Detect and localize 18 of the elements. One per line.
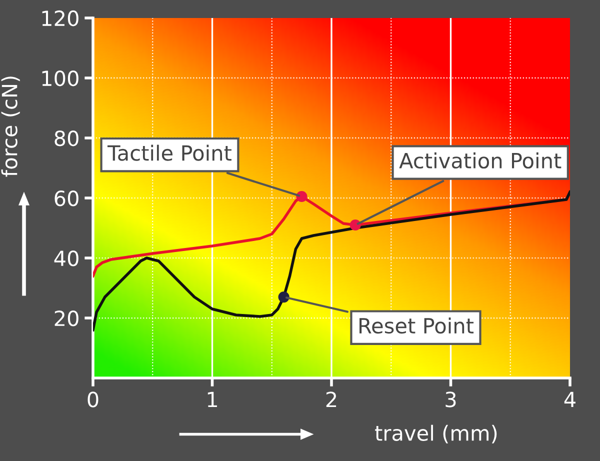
x-tick-label: 1 (208, 392, 217, 408)
x-axis-title: travel (mm) (375, 424, 497, 444)
y-tick-label: 20 (54, 310, 78, 326)
x-tick-label: 4 (564, 392, 576, 408)
y-axis-title: force (cN) (1, 76, 20, 177)
y-tick-label: 100 (42, 70, 78, 86)
y-tick-label: 40 (54, 250, 78, 266)
x-tick-label: 0 (88, 392, 98, 408)
x-tick-label: 2 (326, 392, 336, 408)
annotation: Activation Point (399, 152, 562, 169)
y-tick-label: 80 (54, 130, 78, 146)
x-tick-label: 3 (446, 392, 456, 408)
y-tick-label: 60 (54, 190, 78, 206)
point (350, 219, 361, 231)
point (296, 190, 308, 202)
y-tick-label: 120 (42, 10, 78, 26)
annotation: Tactile Point (107, 144, 232, 161)
annotation: Reset Point (360, 317, 474, 334)
